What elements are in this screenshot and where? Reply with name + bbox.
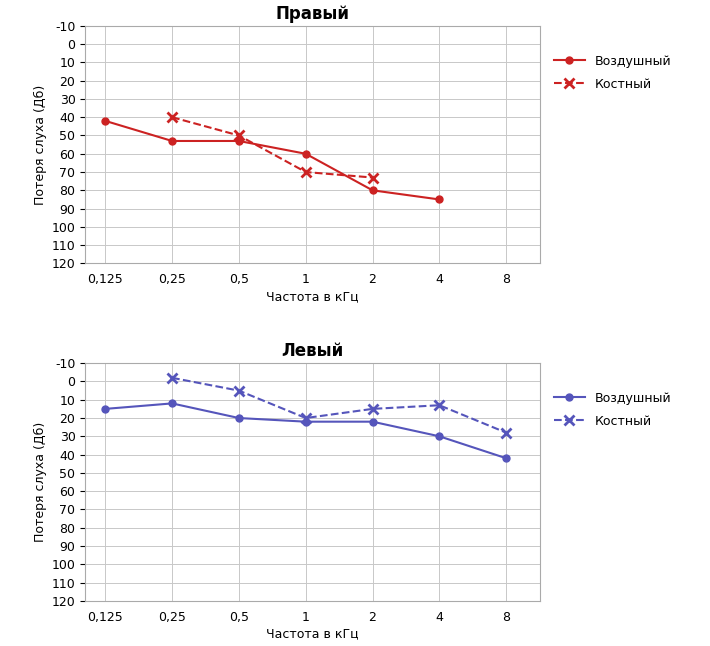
Legend: Воздушный, Костный: Воздушный, Костный	[549, 387, 677, 433]
Воздушный	[302, 418, 310, 426]
Воздушный	[101, 405, 109, 413]
Line: Костный: Костный	[168, 112, 378, 182]
Воздушный	[302, 150, 310, 158]
Воздушный	[234, 414, 243, 422]
Воздушный	[168, 137, 176, 145]
Воздушный	[435, 432, 444, 440]
X-axis label: Частота в кГц: Частота в кГц	[266, 628, 359, 641]
Костный	[302, 168, 310, 176]
Воздушный	[168, 399, 176, 407]
Костный	[168, 374, 176, 382]
Воздушный	[101, 117, 109, 125]
Line: Воздушный: Воздушный	[102, 118, 443, 203]
Legend: Воздушный, Костный: Воздушный, Костный	[549, 50, 677, 96]
Title: Левый: Левый	[281, 342, 344, 360]
Воздушный	[502, 454, 510, 462]
Костный	[368, 174, 377, 182]
Костный	[435, 401, 444, 409]
Воздушный	[368, 187, 377, 194]
Костный	[368, 405, 377, 413]
Костный	[168, 113, 176, 121]
Костный	[502, 429, 510, 437]
Костный	[234, 387, 243, 395]
Line: Воздушный: Воздушный	[102, 400, 510, 462]
Title: Правый: Правый	[275, 5, 349, 23]
Y-axis label: Потеря слуха (Дб): Потеря слуха (Дб)	[34, 422, 48, 542]
Воздушный	[435, 196, 444, 203]
Костный	[234, 132, 243, 140]
X-axis label: Частота в кГц: Частота в кГц	[266, 290, 359, 304]
Y-axis label: Потеря слуха (Дб): Потеря слуха (Дб)	[34, 85, 48, 205]
Воздушный	[234, 137, 243, 145]
Воздушный	[368, 418, 377, 426]
Line: Костный: Костный	[168, 373, 511, 437]
Костный	[302, 414, 310, 422]
